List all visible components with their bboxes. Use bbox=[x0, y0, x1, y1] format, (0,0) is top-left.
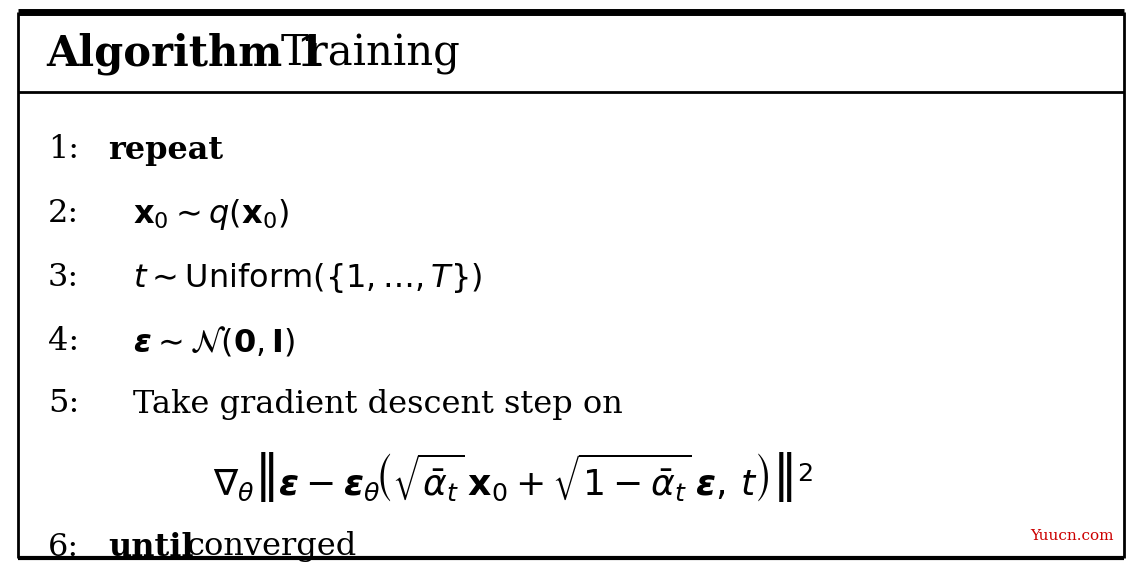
Text: repeat: repeat bbox=[108, 135, 223, 165]
Text: 5:: 5: bbox=[48, 389, 79, 420]
Text: 2:: 2: bbox=[48, 198, 79, 230]
Text: 6:: 6: bbox=[48, 531, 79, 563]
Text: Training: Training bbox=[281, 33, 461, 75]
Text: $\boldsymbol{\epsilon} \sim \mathcal{N}(\mathbf{0}, \mathbf{I})$: $\boldsymbol{\epsilon} \sim \mathcal{N}(… bbox=[132, 325, 296, 359]
Text: 3:: 3: bbox=[48, 263, 79, 294]
Text: $\mathbf{x}_0 \sim q(\mathbf{x}_0)$: $\mathbf{x}_0 \sim q(\mathbf{x}_0)$ bbox=[132, 197, 289, 231]
Text: Yuucn.com: Yuucn.com bbox=[1030, 529, 1113, 543]
Text: $t \sim \mathrm{Uniform}(\{1,\ldots,T\})$: $t \sim \mathrm{Uniform}(\{1,\ldots,T\})… bbox=[132, 261, 482, 295]
Text: $\nabla_\theta \left\|\boldsymbol{\epsilon} - \boldsymbol{\epsilon}_\theta\!\lef: $\nabla_\theta \left\|\boldsymbol{\epsil… bbox=[214, 450, 813, 504]
Text: 4:: 4: bbox=[48, 327, 79, 357]
Text: Take gradient descent step on: Take gradient descent step on bbox=[132, 389, 622, 420]
Text: 1:: 1: bbox=[48, 135, 79, 165]
Text: converged: converged bbox=[186, 531, 356, 563]
Text: until: until bbox=[108, 531, 193, 563]
Text: Algorithm 1: Algorithm 1 bbox=[46, 32, 325, 75]
